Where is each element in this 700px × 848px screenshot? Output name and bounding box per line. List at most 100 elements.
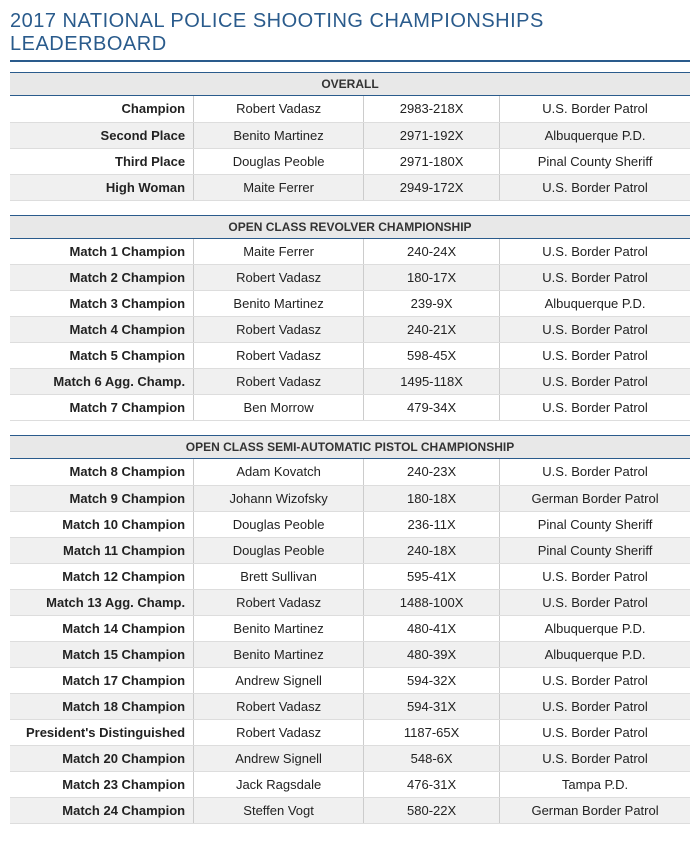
row-label: Match 4 Champion [10,317,194,343]
table-row: Match 2 ChampionRobert Vadasz180-17XU.S.… [10,265,690,291]
table-row: Match 17 ChampionAndrew Signell594-32XU.… [10,667,690,693]
row-dept: U.S. Border Patrol [500,589,690,615]
row-label: Match 1 Champion [10,239,194,265]
row-score: 580-22X [364,797,500,823]
row-score: 239-9X [364,291,500,317]
row-dept: U.S. Border Patrol [500,459,690,485]
row-dept: German Border Patrol [500,485,690,511]
table-row: Match 1 ChampionMaite Ferrer240-24XU.S. … [10,239,690,265]
row-name: Benito Martinez [194,641,364,667]
row-dept: U.S. Border Patrol [500,693,690,719]
row-dept: U.S. Border Patrol [500,317,690,343]
row-score: 594-32X [364,667,500,693]
table-row: Match 4 ChampionRobert Vadasz240-21XU.S.… [10,317,690,343]
table-row: ChampionRobert Vadasz2983-218XU.S. Borde… [10,96,690,122]
row-score: 476-31X [364,771,500,797]
row-score: 480-39X [364,641,500,667]
row-dept: Albuquerque P.D. [500,122,690,148]
row-label: Match 10 Champion [10,511,194,537]
row-dept: U.S. Border Patrol [500,265,690,291]
table-row: Second PlaceBenito Martinez2971-192XAlbu… [10,122,690,148]
row-dept: Pinal County Sheriff [500,148,690,174]
row-score: 598-45X [364,343,500,369]
row-score: 480-41X [364,615,500,641]
row-label: Match 24 Champion [10,797,194,823]
row-score: 180-18X [364,485,500,511]
table-row: Match 12 ChampionBrett Sullivan595-41XU.… [10,563,690,589]
row-name: Andrew Signell [194,745,364,771]
table-row: President's DistinguishedRobert Vadasz11… [10,719,690,745]
row-dept: U.S. Border Patrol [500,369,690,395]
table-row: Match 7 ChampionBen Morrow479-34XU.S. Bo… [10,395,690,421]
row-dept: Albuquerque P.D. [500,291,690,317]
row-score: 594-31X [364,693,500,719]
row-dept: Albuquerque P.D. [500,615,690,641]
row-name: Robert Vadasz [194,317,364,343]
row-dept: Pinal County Sheriff [500,511,690,537]
leaderboard-section: OVERALLChampionRobert Vadasz2983-218XU.S… [10,72,690,201]
row-dept: Tampa P.D. [500,771,690,797]
row-label: Second Place [10,122,194,148]
row-dept: U.S. Border Patrol [500,96,690,122]
row-name: Benito Martinez [194,615,364,641]
row-label: Match 23 Champion [10,771,194,797]
row-score: 2971-180X [364,148,500,174]
row-name: Maite Ferrer [194,239,364,265]
row-dept: U.S. Border Patrol [500,343,690,369]
row-name: Douglas Peoble [194,148,364,174]
row-score: 180-17X [364,265,500,291]
row-dept: Albuquerque P.D. [500,641,690,667]
row-score: 240-21X [364,317,500,343]
table-row: Match 13 Agg. Champ.Robert Vadasz1488-10… [10,589,690,615]
row-score: 479-34X [364,395,500,421]
row-name: Brett Sullivan [194,563,364,589]
section-header: OPEN CLASS SEMI-AUTOMATIC PISTOL CHAMPIO… [10,435,690,459]
table-row: Match 20 ChampionAndrew Signell548-6XU.S… [10,745,690,771]
row-label: Match 12 Champion [10,563,194,589]
table-row: Match 18 ChampionRobert Vadasz594-31XU.S… [10,693,690,719]
table-row: Match 8 ChampionAdam Kovatch240-23XU.S. … [10,459,690,485]
row-name: Robert Vadasz [194,96,364,122]
leaderboard-section: OPEN CLASS REVOLVER CHAMPIONSHIPMatch 1 … [10,215,690,422]
row-dept: U.S. Border Patrol [500,239,690,265]
row-score: 595-41X [364,563,500,589]
row-label: Match 2 Champion [10,265,194,291]
row-label: Match 13 Agg. Champ. [10,589,194,615]
row-name: Adam Kovatch [194,459,364,485]
row-name: Ben Morrow [194,395,364,421]
page-title: 2017 NATIONAL POLICE SHOOTING CHAMPIONSH… [10,10,690,62]
row-dept: U.S. Border Patrol [500,745,690,771]
row-label: Match 5 Champion [10,343,194,369]
row-name: Benito Martinez [194,291,364,317]
row-label: Match 8 Champion [10,459,194,485]
row-name: Robert Vadasz [194,589,364,615]
row-name: Robert Vadasz [194,369,364,395]
row-name: Douglas Peoble [194,511,364,537]
table-row: Third PlaceDouglas Peoble2971-180XPinal … [10,148,690,174]
row-dept: U.S. Border Patrol [500,174,690,200]
row-dept: U.S. Border Patrol [500,667,690,693]
section-header: OPEN CLASS REVOLVER CHAMPIONSHIP [10,215,690,239]
row-label: President's Distinguished [10,719,194,745]
row-name: Johann Wizofsky [194,485,364,511]
row-label: Match 15 Champion [10,641,194,667]
table-row: Match 11 ChampionDouglas Peoble240-18XPi… [10,537,690,563]
row-label: Match 9 Champion [10,485,194,511]
row-name: Andrew Signell [194,667,364,693]
row-label: Match 17 Champion [10,667,194,693]
leaderboard-table: ChampionRobert Vadasz2983-218XU.S. Borde… [10,96,690,201]
row-score: 548-6X [364,745,500,771]
row-name: Steffen Vogt [194,797,364,823]
row-name: Robert Vadasz [194,719,364,745]
leaderboard-section: OPEN CLASS SEMI-AUTOMATIC PISTOL CHAMPIO… [10,435,690,824]
table-row: Match 15 ChampionBenito Martinez480-39XA… [10,641,690,667]
row-score: 240-24X [364,239,500,265]
row-score: 1488-100X [364,589,500,615]
row-label: Match 6 Agg. Champ. [10,369,194,395]
row-score: 240-23X [364,459,500,485]
row-name: Douglas Peoble [194,537,364,563]
row-label: High Woman [10,174,194,200]
row-dept: U.S. Border Patrol [500,395,690,421]
row-name: Robert Vadasz [194,693,364,719]
row-score: 2983-218X [364,96,500,122]
